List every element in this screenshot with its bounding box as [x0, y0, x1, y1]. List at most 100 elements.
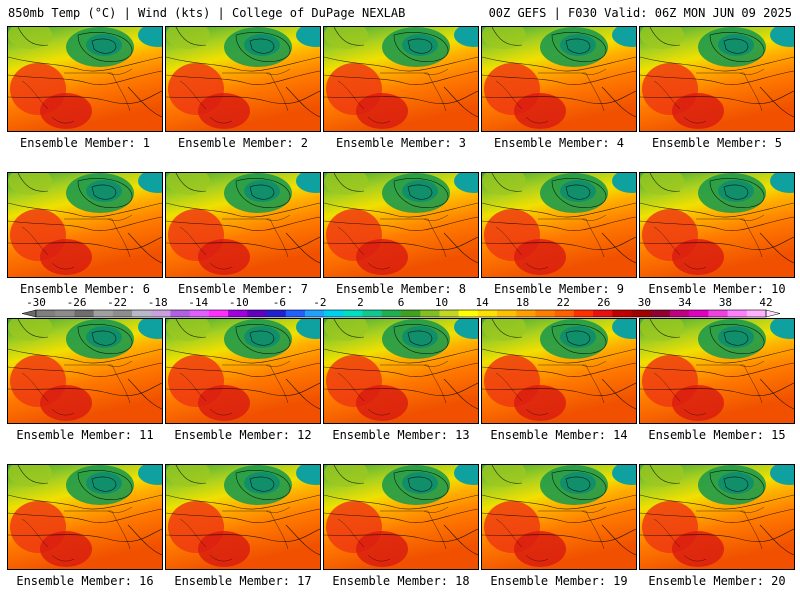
- ensemble-member-label: Ensemble Member: 5: [651, 136, 783, 150]
- ensemble-member-label: Ensemble Member: 10: [648, 282, 786, 296]
- temperature-map: [7, 318, 163, 424]
- ensemble-panel: Ensemble Member: 1: [7, 26, 163, 150]
- colorbar-swatch: [170, 310, 191, 317]
- ensemble-panel: Ensemble Member: 2: [165, 26, 321, 150]
- colorbar-swatch: [285, 310, 306, 317]
- colorbar-tick-label: -14: [188, 296, 208, 309]
- header: 850mb Temp (°C) | Wind (kts) | College o…: [0, 0, 800, 24]
- colorbar-tick-label: 34: [678, 296, 692, 309]
- colorbar-swatch: [228, 310, 248, 317]
- ensemble-member-label: Ensemble Member: 1: [19, 136, 151, 150]
- colorbar-swatch: [612, 310, 633, 317]
- colorbar-swatch: [554, 310, 575, 317]
- ensemble-panel: Ensemble Member: 13: [323, 318, 479, 442]
- temperature-map: [639, 318, 795, 424]
- colorbar-swatch: [401, 310, 421, 317]
- colorbar-swatch: [631, 310, 652, 317]
- colorbar-tick-label: -18: [148, 296, 168, 309]
- temperature-map: [7, 26, 163, 132]
- temperature-map: [481, 26, 637, 132]
- page-title: 850mb Temp (°C) | Wind (kts) | College o…: [8, 6, 406, 20]
- colorbar-tick-label: -22: [107, 296, 127, 309]
- colorbar-swatch: [132, 310, 152, 317]
- temperature-map: [639, 464, 795, 570]
- colorbar-swatch: [420, 310, 440, 317]
- ensemble-member-label: Ensemble Member: 19: [490, 574, 628, 588]
- ensemble-panel: Ensemble Member: 6: [7, 172, 163, 296]
- temperature-map: [481, 464, 637, 570]
- ensemble-panel: Ensemble Member: 20: [639, 464, 795, 588]
- colorbar-swatch: [208, 310, 229, 317]
- ensemble-panel: Ensemble Member: 8: [323, 172, 479, 296]
- ensemble-panel: Ensemble Member: 18: [323, 464, 479, 588]
- ensemble-panel: Ensemble Member: 12: [165, 318, 321, 442]
- colorbar-min-arrow: [21, 309, 37, 318]
- ensemble-member-label: Ensemble Member: 9: [493, 282, 625, 296]
- colorbar-swatch: [458, 310, 479, 317]
- colorbar-tick-label: 22: [557, 296, 570, 309]
- temperature-map: [165, 26, 321, 132]
- colorbar-swatch: [362, 310, 383, 317]
- ensemble-member-label: Ensemble Member: 2: [177, 136, 309, 150]
- ensemble-member-label: Ensemble Member: 11: [16, 428, 154, 442]
- ensemble-member-label: Ensemble Member: 12: [174, 428, 312, 442]
- ensemble-panel: Ensemble Member: 7: [165, 172, 321, 296]
- colorbar-tick-label: -2: [313, 296, 326, 309]
- ensemble-member-label: Ensemble Member: 15: [648, 428, 786, 442]
- ensemble-panel: Ensemble Member: 10: [639, 172, 795, 296]
- colorbar-swatch: [247, 310, 268, 317]
- ensemble-member-label: Ensemble Member: 14: [490, 428, 628, 442]
- ensemble-panel: Ensemble Member: 17: [165, 464, 321, 588]
- colorbar-swatch: [266, 310, 287, 317]
- colorbar-swatch: [151, 310, 171, 317]
- temperature-map: [165, 464, 321, 570]
- ensemble-member-label: Ensemble Member: 16: [16, 574, 154, 588]
- colorbar-swatch: [439, 310, 460, 317]
- colorbar-tick-label: 10: [435, 296, 448, 309]
- ensemble-panel: Ensemble Member: 14: [481, 318, 637, 442]
- colorbar-swatch: [650, 310, 671, 317]
- colorbar-swatch: [74, 310, 95, 317]
- colorbar-tick-label: 42: [759, 296, 772, 309]
- ensemble-member-label: Ensemble Member: 8: [335, 282, 467, 296]
- colorbar-swatch: [573, 310, 594, 317]
- colorbar-swatch: [708, 310, 729, 317]
- temperature-map: [323, 318, 479, 424]
- temperature-map: [323, 464, 479, 570]
- colorbar-swatch: [497, 310, 517, 317]
- colorbar-swatch: [593, 310, 613, 317]
- colorbar-tick-label: 38: [719, 296, 732, 309]
- temperature-map: [165, 172, 321, 278]
- temperature-map: [481, 172, 637, 278]
- colorbar-swatch: [304, 310, 325, 317]
- colorbar-swatch: [343, 310, 364, 317]
- temperature-map: [639, 172, 795, 278]
- temperature-colorbar: -30 -26 -22 -18 -14 -10 -6 -2 2 6 10 14 18 22 26 30 34 38…: [21, 296, 781, 318]
- temperature-map: [639, 26, 795, 132]
- ensemble-panel: Ensemble Member: 3: [323, 26, 479, 150]
- ensemble-panel: Ensemble Member: 5: [639, 26, 795, 150]
- colorbar-tick-label: 6: [398, 296, 405, 309]
- colorbar-swatch: [477, 310, 498, 317]
- temperature-map: [323, 172, 479, 278]
- run-valid-time: 00Z GEFS | F030 Valid: 06Z MON JUN 09 20…: [488, 6, 792, 20]
- colorbar-tick-label: -26: [67, 296, 87, 309]
- colorbar-tick-label: -30: [26, 296, 46, 309]
- colorbar-max-arrow: [765, 309, 781, 318]
- temperature-map: [7, 464, 163, 570]
- colorbar-tick-label: 26: [597, 296, 610, 309]
- colorbar-swatch: [324, 310, 344, 317]
- ensemble-member-label: Ensemble Member: 13: [332, 428, 470, 442]
- ensemble-member-label: Ensemble Member: 7: [177, 282, 309, 296]
- ensemble-panel: Ensemble Member: 16: [7, 464, 163, 588]
- colorbar-tick-label: -6: [273, 296, 286, 309]
- colorbar-swatch: [669, 310, 690, 317]
- colorbar-swatch: [189, 310, 210, 317]
- colorbar-swatch: [55, 310, 75, 317]
- colorbar-tick-label: 2: [357, 296, 364, 309]
- colorbar-swatch: [516, 310, 536, 317]
- temperature-map: [323, 26, 479, 132]
- temperature-map: [165, 318, 321, 424]
- ensemble-panel: Ensemble Member: 9: [481, 172, 637, 296]
- colorbar-swatch: [381, 310, 402, 317]
